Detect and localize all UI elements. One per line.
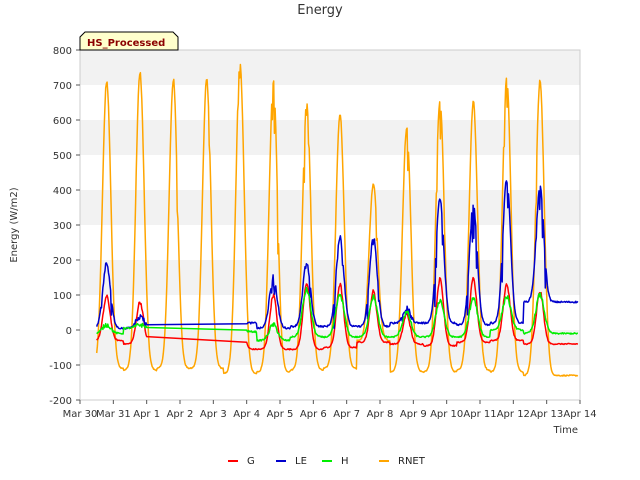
badge-label: HS_Processed xyxy=(87,38,165,49)
grid-band xyxy=(80,190,580,225)
series-line-h xyxy=(96,286,578,342)
legend-label-rnet: RNET xyxy=(398,456,426,467)
grid-band xyxy=(80,365,580,400)
series-line-le xyxy=(95,180,579,330)
x-tick-label: Apr 14 xyxy=(563,409,596,420)
grid-band xyxy=(80,155,580,190)
x-tick-label: Apr 7 xyxy=(333,409,360,420)
legend-label-le: LE xyxy=(295,456,307,467)
y-tick-label: 300 xyxy=(53,221,72,232)
badge-box xyxy=(79,31,179,51)
x-tick-label: Apr 13 xyxy=(530,409,563,420)
x-tick-label: Apr 10 xyxy=(430,409,463,420)
series-layer xyxy=(95,63,579,377)
grid-band xyxy=(80,85,580,120)
grid-band xyxy=(80,260,580,295)
series-line-rnet xyxy=(95,63,579,377)
y-tick-label: -200 xyxy=(49,396,72,407)
y-tick-label: 500 xyxy=(53,151,72,162)
x-tick-label: Mar 31 xyxy=(96,409,131,420)
y-tick-label: 400 xyxy=(53,186,72,197)
grid-band xyxy=(80,120,580,155)
y-tick-label: 700 xyxy=(53,81,72,92)
y-axis: -200 -100 0 100 200 300 400 500 600 700 800 xyxy=(49,46,80,407)
y-tick-label: -100 xyxy=(49,361,72,372)
hs-processed-badge: HS_Processed xyxy=(79,31,179,51)
legend: G LE H RNET xyxy=(228,456,426,467)
x-tick-label: Apr 4 xyxy=(233,409,260,420)
y-tick-label: 200 xyxy=(53,256,72,267)
x-tick-label: Apr 11 xyxy=(463,409,496,420)
x-tick-label: Apr 6 xyxy=(300,409,327,420)
y-tick-label: 600 xyxy=(53,116,72,127)
y-axis-title: Energy (W/m2) xyxy=(9,187,20,262)
chart-title: Energy xyxy=(297,3,343,18)
y-tick-label: 800 xyxy=(53,46,72,57)
grid-bands xyxy=(80,50,580,400)
x-tick-label: Apr 9 xyxy=(400,409,427,420)
grid-band xyxy=(80,225,580,260)
x-tick-label: Mar 30 xyxy=(63,409,98,420)
x-tick-label: Apr 5 xyxy=(267,409,294,420)
y-tick-label: 100 xyxy=(53,291,72,302)
x-tick-label: Apr 3 xyxy=(200,409,227,420)
series-line-g xyxy=(96,276,579,351)
x-tick-label: Apr 2 xyxy=(167,409,194,420)
x-tick-label: Apr 1 xyxy=(133,409,160,420)
legend-label-h: H xyxy=(341,456,349,467)
grid-band xyxy=(80,50,580,85)
x-tick-label: Apr 12 xyxy=(497,409,530,420)
legend-label-g: G xyxy=(247,456,255,467)
y-tick-label: 0 xyxy=(66,326,72,337)
x-tick-label: Apr 8 xyxy=(367,409,394,420)
x-axis-title: Time xyxy=(553,425,578,436)
